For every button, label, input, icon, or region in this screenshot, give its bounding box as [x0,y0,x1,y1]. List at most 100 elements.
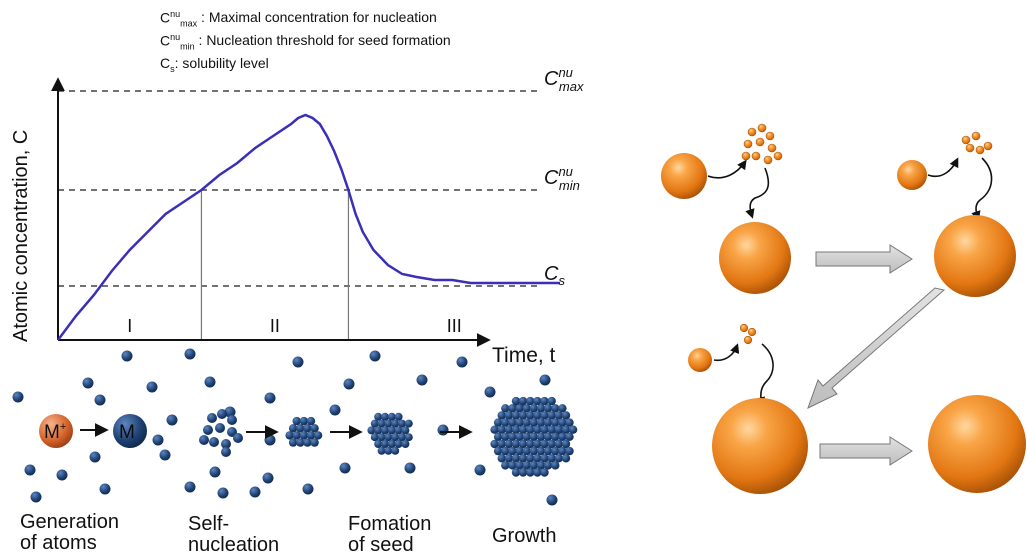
cluster-atom [547,439,556,449]
cluster-atom [391,419,400,428]
cluster-atom [292,431,301,440]
cluster-atom [561,425,571,434]
cluster-atom [536,404,546,413]
cluster-atom [398,419,406,428]
atom-dot [99,483,111,495]
cluster-atom [518,439,528,449]
atom-dot [404,462,416,474]
cluster-atom [518,454,528,463]
cluster-atom [536,461,546,470]
precursor-blob [961,135,971,145]
cluster-atom [221,439,231,449]
legend-cs-symbol: Cs [160,55,175,74]
cluster-atom [381,412,389,421]
concentration-curve [56,113,560,341]
nucleation-cluster [199,409,243,457]
precursor-cluster-3 [739,323,757,345]
cluster-atom [565,446,574,456]
cluster-atom [522,461,531,470]
cluster-atom [551,446,560,456]
level-label-1: Cnu min [544,164,580,193]
atom-dot [249,486,261,498]
ion-label: M+ [44,421,66,443]
cluster-atom [313,431,323,440]
cluster-atom [299,431,309,440]
legend-cmin: Cnumin : Nucleation threshold for seed f… [160,33,451,56]
cluster-atom [306,431,316,440]
particle-stage-2 [934,215,1016,297]
cluster-atom [233,433,243,443]
cluster-atom [384,433,393,442]
cluster-atom [292,416,301,426]
atom-dot [30,491,42,503]
precursor-blob [763,155,773,165]
cluster-atom [493,432,503,441]
cluster-atom [568,425,578,434]
cluster-atom [533,411,542,420]
cluster-atom [387,412,396,421]
cluster-atom [529,432,538,441]
cluster-atom [551,461,560,470]
cluster-atom [536,432,546,441]
atom-dot [184,481,196,493]
cluster-atom [511,454,521,463]
cluster-atom [384,446,393,455]
atom-dot [146,381,158,393]
cluster-atom [497,411,506,420]
atom-dot [159,449,171,461]
legend-cs: Cs: solubility level [160,56,451,79]
cluster-atom [518,411,528,420]
cluster-atom [547,454,556,463]
precursor-blob [965,143,975,153]
precursor-blob [757,123,767,133]
legend-cmin-symbol: Cnumin [160,32,195,52]
cluster-atom [540,425,549,434]
cluster-atom [565,432,574,441]
cluster-atom [547,425,556,434]
cluster-atom [565,418,574,427]
atom-dot [204,376,216,388]
block-arrow-top [815,244,913,274]
cluster-atom [199,435,209,445]
cluster-atom [285,431,294,440]
cluster-atom [367,426,376,435]
cluster-atom [561,439,571,449]
cluster-atom [529,461,538,470]
cluster-atom [522,446,531,456]
cluster-atom [207,413,217,423]
cluster-atom [526,454,535,463]
cluster-atom [493,446,503,456]
atom-dot [152,434,164,446]
cluster-atom [381,440,389,448]
atom-dot [264,392,276,404]
precursor-blob [739,323,749,333]
cluster-atom [561,454,571,463]
atom-dot [166,414,178,426]
cluster-atom [401,440,410,448]
cluster-atom [310,438,319,447]
atom-sphere [113,414,147,448]
cluster-atom [533,396,542,406]
atom-dot [437,424,449,436]
ion-sphere [39,414,73,448]
cluster-atom [508,461,517,470]
atom-dot [12,391,24,403]
atom-dot [82,377,94,389]
cluster-atom [508,446,517,456]
cluster-atom [306,416,316,426]
level-label-0: Cnu max [544,65,584,94]
cluster-atom [543,404,553,413]
cluster-atom [501,404,510,413]
cluster-atom [558,432,567,441]
cluster-atom [215,423,225,433]
scattered-atoms [12,348,566,506]
cluster-atom [310,424,319,433]
cluster-atom [561,411,571,420]
precursor-blob [747,127,757,137]
cluster-atom [296,438,305,447]
cluster-atom [504,454,514,463]
legend: Cnumax : Maximal concentration for nucle… [160,10,451,79]
cluster-atom [551,418,560,427]
atom-dot [292,356,304,368]
cluster-atom [511,396,521,406]
